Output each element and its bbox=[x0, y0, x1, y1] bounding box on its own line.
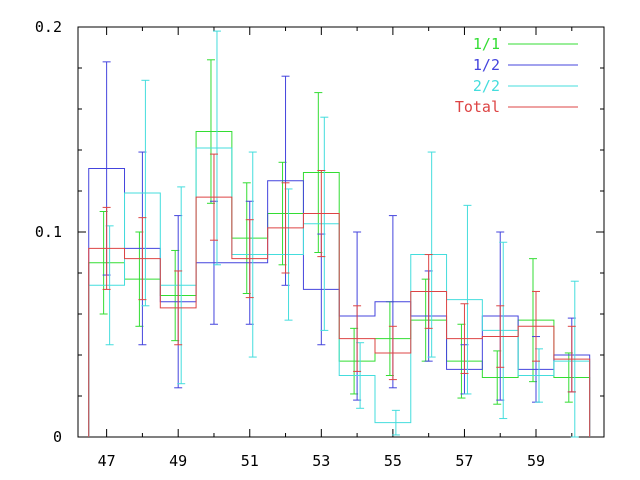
y-tick-label: 0 bbox=[53, 428, 62, 446]
x-tick-label: 59 bbox=[527, 452, 545, 470]
x-tick-label: 53 bbox=[312, 452, 330, 470]
legend-label: 1/2 bbox=[473, 56, 500, 74]
x-tick-label: 49 bbox=[169, 452, 187, 470]
x-tick-label: 55 bbox=[384, 452, 402, 470]
x-tick-label: 47 bbox=[98, 452, 116, 470]
x-tick-label: 51 bbox=[241, 452, 259, 470]
legend-label: 2/2 bbox=[473, 77, 500, 95]
legend-label: 1/1 bbox=[473, 35, 500, 53]
series-layer bbox=[88, 30, 591, 438]
legend: 1/1 1/2 2/2 Total bbox=[455, 35, 578, 116]
histogram-step-line bbox=[88, 147, 591, 437]
series-Total bbox=[88, 153, 591, 437]
y-tick-label: 0.1 bbox=[35, 223, 62, 241]
histogram-step-line bbox=[88, 196, 591, 437]
axis-ticks bbox=[78, 26, 604, 438]
y-tick-label: 0.2 bbox=[35, 18, 62, 36]
x-tick-label: 57 bbox=[455, 452, 473, 470]
tick-labels: 47 49 51 53 55 57 59 0 0.1 0.2 bbox=[35, 18, 545, 470]
legend-label: Total bbox=[455, 98, 500, 116]
